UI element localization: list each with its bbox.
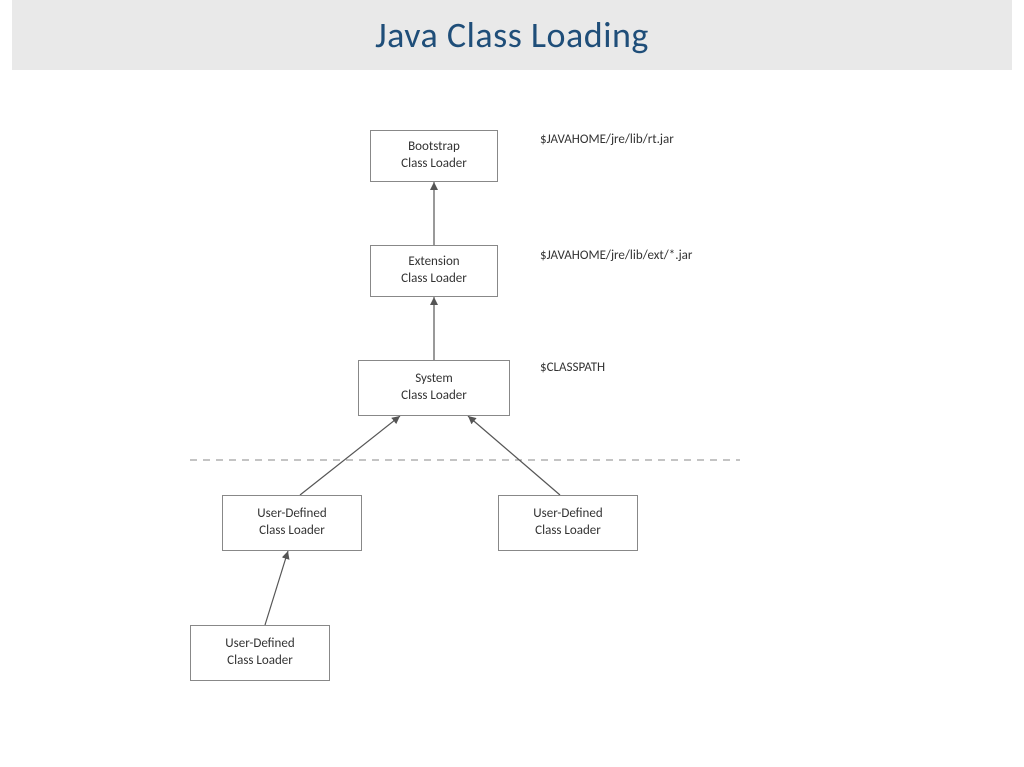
label-system-path: $CLASSPATH xyxy=(540,360,605,375)
title-bar: Java Class Loading xyxy=(12,0,1012,70)
node-bootstrap-classloader: Bootstrap Class Loader xyxy=(370,130,498,182)
classloader-diagram: Bootstrap Class Loader Extension Class L… xyxy=(0,70,1024,767)
edge-arrow xyxy=(468,416,560,495)
node-userdefined-classloader-2: User-Defined Class Loader xyxy=(498,495,638,551)
page-title: Java Class Loading xyxy=(375,13,649,57)
label-extension-path: $JAVAHOME/jre/lib/ext/*.jar xyxy=(540,248,692,263)
node-userdefined-classloader-1: User-Defined Class Loader xyxy=(222,495,362,551)
node-label-line2: Class Loader xyxy=(401,271,467,288)
node-label-line2: Class Loader xyxy=(535,523,601,540)
node-label-line1: System xyxy=(415,371,453,388)
node-label-line1: Extension xyxy=(408,254,459,271)
diagram-arrows xyxy=(0,70,1024,767)
node-label-line2: Class Loader xyxy=(259,523,325,540)
node-system-classloader: System Class Loader xyxy=(358,360,510,416)
node-label-line1: User-Defined xyxy=(225,636,294,653)
node-label-line2: Class Loader xyxy=(401,388,467,405)
node-label-line2: Class Loader xyxy=(227,653,293,670)
node-label-line1: Bootstrap xyxy=(408,139,460,156)
edge-arrow xyxy=(265,551,288,625)
node-extension-classloader: Extension Class Loader xyxy=(370,245,498,297)
edge-arrow xyxy=(300,416,400,495)
node-label-line2: Class Loader xyxy=(401,156,467,173)
label-bootstrap-path: $JAVAHOME/jre/lib/rt.jar xyxy=(540,132,674,147)
node-label-line1: User-Defined xyxy=(257,506,326,523)
node-label-line1: User-Defined xyxy=(533,506,602,523)
node-userdefined-classloader-3: User-Defined Class Loader xyxy=(190,625,330,681)
